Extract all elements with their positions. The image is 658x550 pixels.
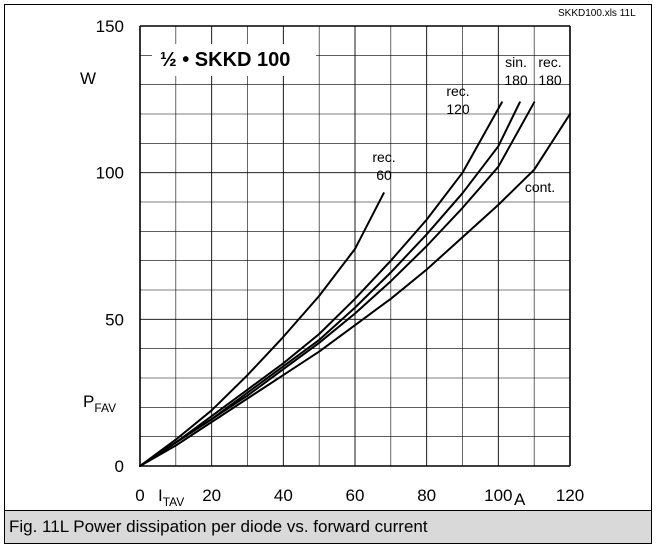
x-unit: A [514, 490, 526, 509]
series-line-sin-180 [139, 101, 521, 467]
x-tick-labels: 0 20 40 60 80 100 120 [135, 486, 584, 505]
x-tick-label: 20 [202, 486, 221, 505]
y-tick-label: 0 [115, 457, 124, 476]
series-label: rec. 120 [446, 83, 470, 117]
figure-frame [4, 4, 652, 544]
chart-title: ½ • SKKD 100 [160, 49, 290, 71]
series-label: rec. 60 [372, 149, 395, 183]
x-label: ITAV [158, 486, 184, 509]
series-label: rec. 180 [538, 54, 562, 88]
y-tick-label: 50 [105, 310, 124, 329]
series-line-rec-180 [139, 101, 536, 467]
y-label-sub: FAV [94, 401, 116, 415]
title-box [152, 44, 316, 76]
x-tick-label: 40 [274, 486, 293, 505]
x-label-sub: TAV [163, 495, 185, 509]
series-line-rec-60 [139, 192, 385, 467]
x-tick-label: 100 [484, 486, 512, 505]
y-unit: W [80, 69, 96, 88]
series-line-cont- [139, 113, 571, 467]
y-tick-label: 150 [96, 17, 124, 36]
series-line-rec-120 [139, 101, 503, 467]
curve-labels: rec. 60 rec. 120 sin. 180 rec. 180 cont. [372, 54, 562, 195]
source-tag: SKKD100.xls 11L [558, 8, 636, 19]
x-label-main: I [158, 486, 163, 505]
curve-series [139, 101, 571, 467]
figure-caption: Fig. 11L Power dissipation per diode vs.… [4, 510, 652, 544]
power-dissipation-chart: rec. 60 rec. 120 sin. 180 rec. 180 cont. ½ • SKK… [80, 8, 636, 509]
y-label: PFAV [83, 392, 116, 415]
grid-lines [139, 25, 571, 467]
series-label: cont. [525, 179, 555, 195]
x-tick-label: 120 [556, 486, 584, 505]
x-tick-label: 0 [135, 486, 144, 505]
y-tick-label: 100 [96, 164, 124, 183]
series-label: sin. 180 [504, 54, 528, 88]
x-tick-label: 60 [346, 486, 365, 505]
y-tick-labels: 0 50 100 150 [96, 17, 124, 476]
y-label-main: P [83, 392, 94, 411]
x-tick-label: 80 [417, 486, 436, 505]
